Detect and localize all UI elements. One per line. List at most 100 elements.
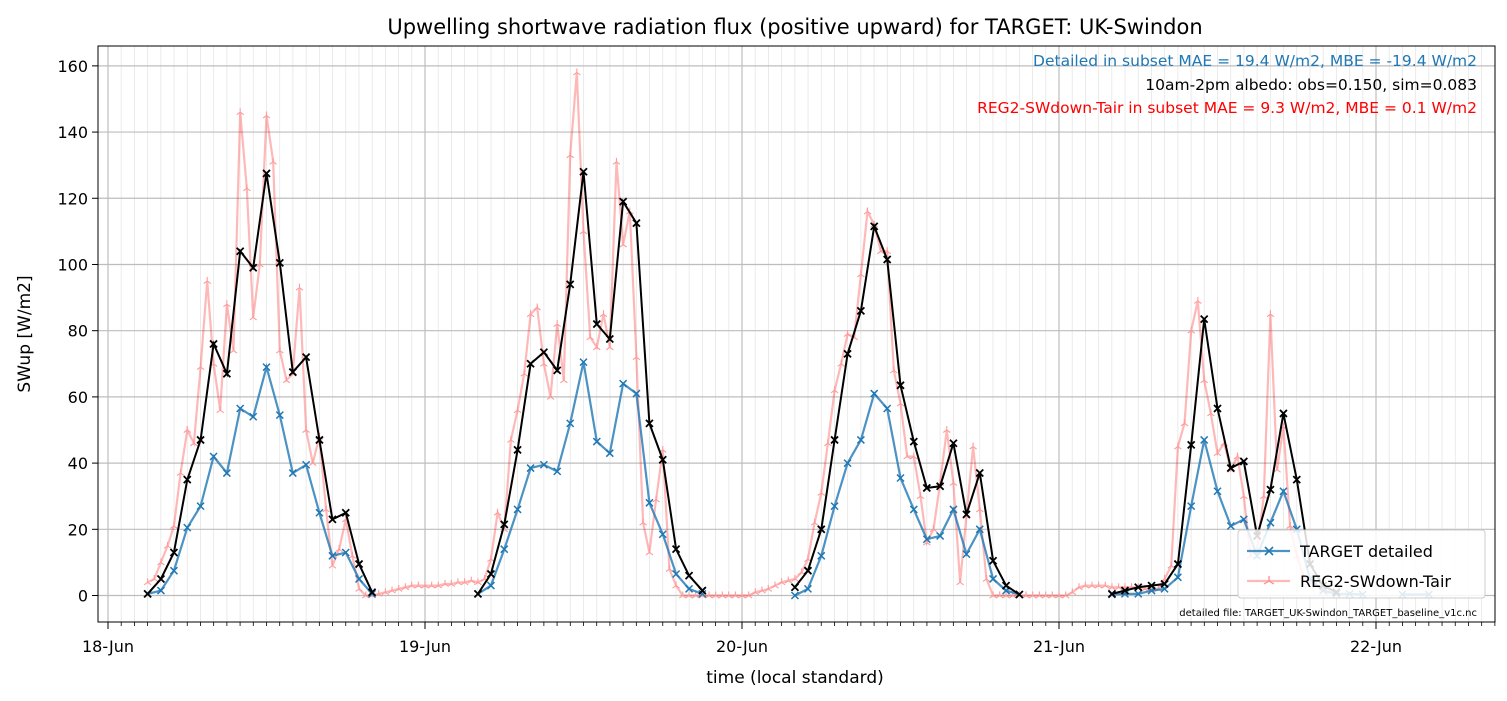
- observed-line: [477, 171, 704, 595]
- observed-point: [618, 197, 628, 206]
- reg2-point: [163, 541, 172, 549]
- observed-point: [671, 545, 681, 554]
- reg2-point: [599, 310, 608, 318]
- observed-point: [817, 525, 826, 534]
- observed-point: [513, 445, 522, 454]
- reg2-point: [857, 270, 865, 278]
- observed-point: [1279, 409, 1288, 418]
- reg2-point: [196, 363, 205, 371]
- reg2-point: [256, 260, 264, 268]
- y-axis: 0 20 40 60 80 100 120 140 160: [57, 57, 98, 606]
- detailed-point: [790, 591, 799, 600]
- reg2-point: [157, 558, 165, 566]
- observed-point: [1239, 457, 1248, 466]
- reg2-point: [474, 578, 482, 586]
- observed-line: [1111, 318, 1337, 595]
- y-tick-label: 0: [78, 587, 88, 606]
- reg2-point: [381, 588, 390, 596]
- detailed-point: [1200, 435, 1209, 444]
- reg2-point: [843, 330, 852, 337]
- observed-point: [288, 367, 297, 377]
- detailed-line: [147, 362, 373, 595]
- y-tick-label: 140: [57, 123, 88, 142]
- legend-marker-detailed: [1264, 546, 1274, 556]
- observed-point: [592, 319, 601, 329]
- observed-point: [830, 435, 839, 445]
- observed-point: [975, 468, 984, 478]
- reg2-point: [605, 343, 614, 351]
- y-tick-label: 20: [68, 520, 88, 539]
- reg2-point: [467, 576, 476, 584]
- observed-point: [988, 556, 998, 565]
- detailed-point: [368, 589, 377, 598]
- observed-point: [500, 520, 509, 529]
- observed-point: [909, 437, 918, 446]
- reg2-point: [1194, 296, 1202, 304]
- y-tick-label: 60: [68, 388, 88, 407]
- reg2-point: [170, 522, 178, 529]
- observed-point: [632, 218, 641, 228]
- detailed-point: [592, 437, 601, 446]
- detailed-point: [856, 435, 865, 444]
- reg2-point: [275, 346, 284, 354]
- reg2-point: [1180, 419, 1189, 427]
- x-tick-label: 21-Jun: [1033, 637, 1085, 656]
- observed-point: [1266, 485, 1275, 494]
- reg2-point: [758, 586, 766, 594]
- detailed-point: [922, 535, 931, 544]
- detailed-point: [949, 505, 958, 514]
- reg2-point: [751, 588, 760, 596]
- reg2-point: [183, 426, 192, 433]
- reg2-point: [295, 283, 304, 291]
- reg2-point: [791, 574, 799, 582]
- annotation-file-note: detailed file: TARGET_UK-Swindon_TARGET_…: [1179, 608, 1477, 619]
- detailed-point: [645, 498, 654, 507]
- observed-point: [684, 571, 694, 580]
- reg2-point: [302, 426, 310, 433]
- reg2-point: [837, 359, 846, 367]
- observed-point: [1147, 581, 1156, 590]
- reg2-point: [533, 303, 542, 311]
- reg2-point: [1174, 442, 1182, 450]
- reg2-point: [784, 576, 793, 584]
- observed-point: [1213, 404, 1222, 413]
- legend-label-detailed: TARGET detailed: [1299, 542, 1433, 561]
- reg2-point: [546, 392, 555, 400]
- detailed-point: [1266, 518, 1275, 527]
- detailed-point: [249, 412, 258, 421]
- reg2-point: [909, 452, 918, 460]
- detailed-point: [975, 525, 984, 534]
- observed-point: [579, 167, 588, 176]
- detailed-point: [1226, 521, 1235, 531]
- reg2-point: [216, 406, 225, 414]
- detailed-point: [870, 389, 879, 398]
- detailed-point: [803, 584, 812, 593]
- detailed-point: [169, 566, 178, 575]
- reg2-point: [520, 369, 529, 377]
- reg2-point: [150, 574, 159, 582]
- observed-point: [856, 306, 866, 315]
- observed-point: [645, 419, 654, 428]
- observed-point: [790, 583, 800, 592]
- detailed-point: [909, 505, 918, 514]
- reg2-point: [1075, 583, 1083, 591]
- detailed-point: [1187, 502, 1196, 511]
- reg2-point: [777, 578, 786, 586]
- reg2-point: [434, 581, 443, 589]
- reg2-point: [236, 108, 245, 116]
- observed-point: [1187, 440, 1196, 450]
- detailed-point: [553, 467, 562, 476]
- detailed-point: [989, 574, 998, 583]
- detailed-point: [209, 452, 218, 461]
- detailed-point: [830, 502, 839, 511]
- detailed-point: [1239, 515, 1248, 524]
- detailed-point: [183, 523, 192, 532]
- detailed-point: [486, 581, 495, 590]
- detailed-point: [962, 550, 971, 559]
- reg2-point: [956, 578, 964, 586]
- observed-line: [794, 222, 1020, 596]
- reg2-point: [632, 353, 641, 361]
- observed-point: [1200, 314, 1209, 324]
- reg2-point: [573, 68, 581, 76]
- reg2-point: [223, 300, 231, 308]
